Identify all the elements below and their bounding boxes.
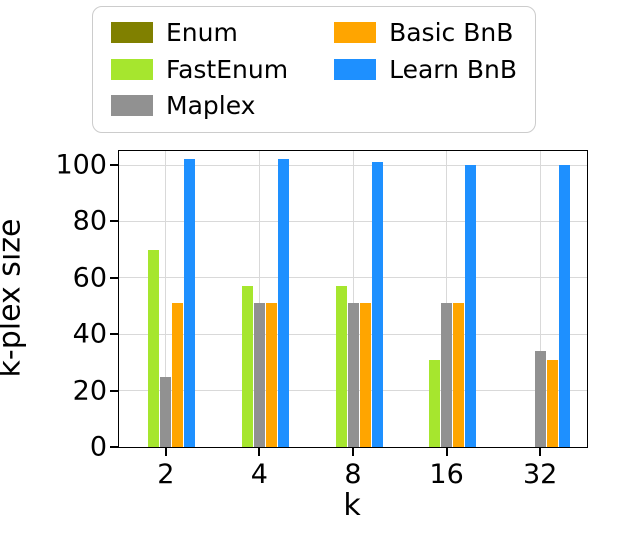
legend-label-basic-bnb: Basic BnB <box>389 18 514 47</box>
x-tick-mark-8 <box>352 447 354 456</box>
legend-swatch-maplex <box>111 95 153 117</box>
legend-swatch-basic-bnb <box>334 22 377 44</box>
x-tick-mark-4 <box>258 447 261 456</box>
gridline-x-32 <box>539 151 541 447</box>
x-tick-label-8: 8 <box>344 459 362 490</box>
bar-basic-bnb-k8 <box>359 303 371 447</box>
bar-maplex-k32 <box>534 351 546 447</box>
y-tick-label-100: 100 <box>55 149 107 181</box>
y-tick-label-20: 20 <box>72 375 107 407</box>
legend-label-learn-bnb: Learn BnB <box>389 54 518 84</box>
y-tick-label-0: 0 <box>89 431 107 463</box>
gridline-x-2 <box>165 151 167 447</box>
bar-basic-bnb-k4 <box>265 303 277 447</box>
x-tick-mark-16 <box>445 447 448 456</box>
legend: Enum FastEnum Maplex Basic BnB Learn BnB <box>92 6 537 133</box>
legend-item-fastenum: FastEnum <box>111 54 289 84</box>
y-axis-label: k-plex size <box>0 218 28 378</box>
bar-basic-bnb-k32 <box>546 359 558 447</box>
y-tick-mark-80 <box>110 220 119 223</box>
bar-learn-bnb-k4 <box>277 159 289 447</box>
gridline-x-8 <box>352 151 354 447</box>
bar-learn-bnb-k16 <box>465 165 477 447</box>
bar-maplex-k16 <box>441 303 453 447</box>
y-tick-mark-0 <box>110 446 119 448</box>
x-tick-label-32: 32 <box>523 459 558 490</box>
bar-basic-bnb-k16 <box>453 303 465 447</box>
x-tick-label-4: 4 <box>250 459 268 490</box>
y-tick-label-80: 80 <box>72 205 107 237</box>
x-tick-mark-2 <box>164 447 167 456</box>
plot-area: 0 20 40 60 80 100 2 4 8 16 32 <box>55 150 588 490</box>
bar-maplex-k2 <box>160 376 172 447</box>
bar-basic-bnb-k2 <box>172 303 184 447</box>
y-tick-mark-100 <box>110 164 119 167</box>
bar-fastenum-k2 <box>148 249 160 447</box>
y-tick-label-60: 60 <box>72 262 107 294</box>
bar-learn-bnb-k8 <box>371 162 383 447</box>
x-tick-mark-32 <box>539 447 542 456</box>
bar-learn-bnb-k2 <box>184 159 196 447</box>
bar-fastenum-k8 <box>335 286 347 447</box>
legend-label-fastenum: FastEnum <box>166 54 289 84</box>
x-tick-label-2: 2 <box>157 459 175 490</box>
bar-fastenum-k16 <box>429 359 441 447</box>
legend-label-maplex: Maplex <box>166 91 256 120</box>
y-tick-mark-40 <box>110 333 119 336</box>
legend-swatch-learn-bnb <box>334 58 377 80</box>
y-tick-mark-60 <box>110 276 119 279</box>
legend-item-maplex: Maplex <box>111 92 288 120</box>
y-tick-mark-20 <box>110 389 119 392</box>
legend-item-basic-bnb: Basic BnB <box>334 19 517 47</box>
legend-item-learn-bnb: Learn BnB <box>334 54 518 84</box>
legend-swatch-fastenum <box>111 58 153 80</box>
x-axis-label: k <box>343 488 361 523</box>
legend-swatch-enum <box>111 22 153 44</box>
bar-maplex-k8 <box>347 303 359 447</box>
x-tick-label-16: 16 <box>429 459 464 490</box>
bar-fastenum-k4 <box>241 286 253 447</box>
y-tick-label-40: 40 <box>72 318 107 350</box>
bar-learn-bnb-k32 <box>558 165 570 447</box>
gridline-x-16 <box>446 151 448 447</box>
gridline-x-4 <box>258 151 260 447</box>
bar-maplex-k4 <box>253 303 265 447</box>
legend-item-enum: Enum <box>111 19 288 47</box>
legend-label-enum: Enum <box>166 18 238 47</box>
